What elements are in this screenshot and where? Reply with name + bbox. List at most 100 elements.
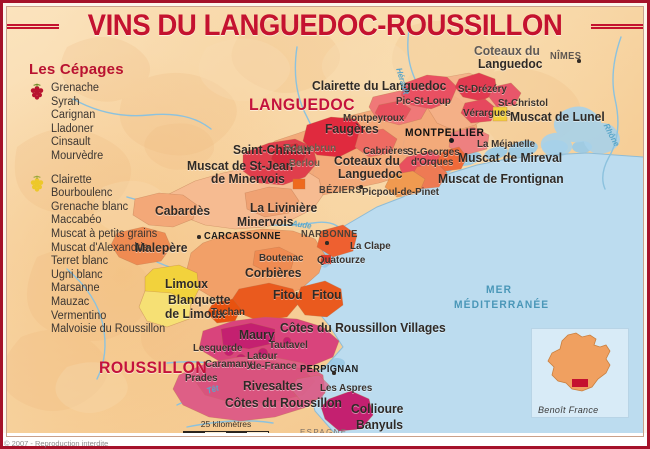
zone-les-aspres: [290, 374, 330, 402]
appellation-label-la-liviniere: La Livinière: [250, 200, 318, 215]
appellation-label-malepere: Malepère: [135, 240, 188, 255]
variety-item: Ugni blanc: [51, 268, 103, 281]
zone-montpeyroux: [374, 100, 412, 122]
cru-label-montpeyroux: Montpeyroux: [343, 112, 405, 124]
city-dot-beziers: [359, 185, 363, 189]
variety-item: Marsanne: [51, 282, 100, 295]
cru-label-roquebrun: Roquebrun: [284, 142, 337, 154]
zone-la-liviniere: [244, 186, 300, 218]
variety-item: Syrah: [51, 95, 80, 108]
cru-label-pic-st-loup: Pic-St-Loup: [396, 95, 451, 107]
city-label-carcassonne: CARCASSONNE: [204, 231, 281, 242]
appellation-label-collioure: Collioure: [351, 401, 404, 416]
zone-st-christol: [488, 82, 522, 108]
appellation-label-banyuls: Banyuls: [356, 417, 404, 432]
city-label-narbonne: NARBONNE: [301, 229, 358, 240]
zone-pic-st-loup: [400, 74, 458, 110]
variety-item: Maccabéo: [51, 214, 102, 227]
zone-cabardes: [132, 192, 198, 228]
scale-label: 25 kilomètres: [200, 419, 252, 429]
zone-la-clape: [316, 224, 358, 258]
sea-label-line2: MÉDITERRANÉE: [454, 299, 550, 311]
appellation-label-muscat-de-lunel: Muscat de Lunel: [510, 109, 605, 124]
appellation-label-saint-chinian: Saint-Chinian: [233, 142, 311, 157]
appellation-label-les-aspres: Les Aspres: [320, 382, 373, 394]
zone-picpoul-pinet: [384, 170, 426, 198]
cru-label-la-mejanelle: La Méjanelle: [477, 138, 536, 150]
appellation-label-blanquette-de-limoux-1: Blanquette: [168, 292, 231, 307]
cru-label-lesquerde: Lesquerde: [193, 342, 243, 354]
cru-label-caramany: Caramany: [205, 358, 253, 370]
city-label-montpellier: MONTPELLIER: [405, 127, 485, 139]
cru-label-picpoul-de-pinet: Picpoul-de-Pinet: [362, 186, 440, 198]
title-rule-left: [7, 23, 59, 29]
appellation-label-cotes-du-roussillon-villages: Côtes du Roussillon Villages: [280, 320, 446, 335]
zone-quatourze: [320, 254, 332, 265]
appellation-label-fitou-west: Fitou: [273, 287, 303, 302]
city-label-nimes: NÎMES: [550, 51, 582, 62]
zone-boutenac: [252, 246, 296, 274]
appellation-label-blanquette-de-limoux-2: de Limoux: [165, 306, 226, 321]
city-dot-narbonne: [325, 241, 329, 245]
appellation-label-faugeres: Faugères: [325, 121, 379, 136]
variety-item: Carignan: [51, 109, 96, 122]
appellation-label-limoux: Limoux: [165, 276, 208, 291]
zone-malepere: [110, 226, 172, 266]
variety-item: Muscat à petits grains: [51, 227, 158, 240]
region-label-roussillon: ROUSSILLON: [99, 358, 208, 377]
appellation-label-fitou-east: Fitou: [312, 287, 342, 302]
variety-item: Mourvèdre: [51, 149, 104, 162]
zone-lesquerde: [223, 345, 235, 357]
cru-label-st-christol: St-Christol: [498, 97, 548, 109]
cartographer-signature: Benoît France: [538, 405, 599, 415]
appellation-label-coteaux-du-languedoc-ne-1: Coteaux du: [474, 43, 540, 58]
zone-blanquette-limoux: [138, 290, 192, 328]
city-dot-nimes: [577, 59, 581, 63]
cru-label-st-georges: St-Georges: [407, 146, 460, 158]
legend-title: Les Cépages: [29, 61, 124, 78]
zone-berlou-roquebrun: [270, 142, 308, 170]
cru-label-tuchan: Tuchan: [211, 306, 246, 318]
zone-muscat-mireval: [436, 146, 468, 172]
zone-maury: [220, 322, 276, 350]
highlight-languedoc-roussillon: [572, 379, 588, 387]
variety-item: Lladoner: [51, 122, 94, 135]
cru-label-prades: Prades: [185, 372, 218, 384]
appellation-label-la-clape: La Clape: [350, 240, 391, 252]
france-locator-inset: Benoît France: [531, 328, 629, 418]
white-variety-list: Clairette Bourboulenc Grenache blanc Mac…: [51, 174, 189, 337]
city-dot-carcassonne: [197, 235, 201, 239]
variety-item: Clairette: [51, 173, 92, 186]
city-label-beziers: BÉZIERS: [319, 185, 362, 196]
poster-title-bar: VINS DU LANGUEDOC-ROUSSILLON: [7, 9, 643, 43]
zone-verargues: [460, 98, 498, 124]
cru-label-berlou: Berlou: [289, 157, 320, 169]
red-grape-cluster-icon: [30, 83, 44, 100]
cru-label-dorques: d'Orques: [411, 156, 454, 168]
title-rule-right: [591, 23, 643, 29]
zone-tautavel: [282, 336, 292, 346]
appellation-label-muscat-st-jean-minervois-2: de Minervois: [211, 171, 285, 186]
cru-label-cabrieres: Cabrières: [363, 145, 409, 157]
zone-collioure-banyuls: [320, 390, 374, 432]
zone-cabrieres: [354, 128, 398, 158]
variety-item: Terret blanc: [51, 255, 109, 268]
cru-label-boutenac: Boutenac: [259, 252, 304, 264]
variety-item: Grenache: [51, 82, 99, 94]
appellation-label-muscat-st-jean-minervois-1: Muscat de St-Jean: [187, 158, 294, 173]
red-variety-list: Grenache Syrah Carignan Lladoner Cinsaul…: [51, 82, 189, 164]
legend-red-varieties: Grenache Syrah Carignan Lladoner Cinsaul…: [29, 82, 189, 164]
appellation-label-muscat-de-mireval: Muscat de Mireval: [458, 150, 563, 165]
appellation-label-coteaux-du-languedoc-2: Languedoc: [338, 166, 403, 181]
cru-label-latour: Latour: [247, 350, 278, 362]
sea-label-line1: MER: [486, 284, 513, 296]
copyright-notice: © 2007 - Reproduction interdite: [4, 439, 109, 448]
cru-label-verargues: Vérargues: [463, 107, 511, 119]
appellation-label-muscat-de-frontignan: Muscat de Frontignan: [438, 171, 564, 186]
country-label-espagne: ESPAGNE: [300, 427, 348, 436]
cru-label-tautavel: Tautavel: [269, 339, 308, 351]
variety-item: Cinsault: [51, 136, 91, 149]
city-dot-montpellier: [449, 138, 454, 143]
appellation-label-maury: Maury: [239, 327, 275, 342]
